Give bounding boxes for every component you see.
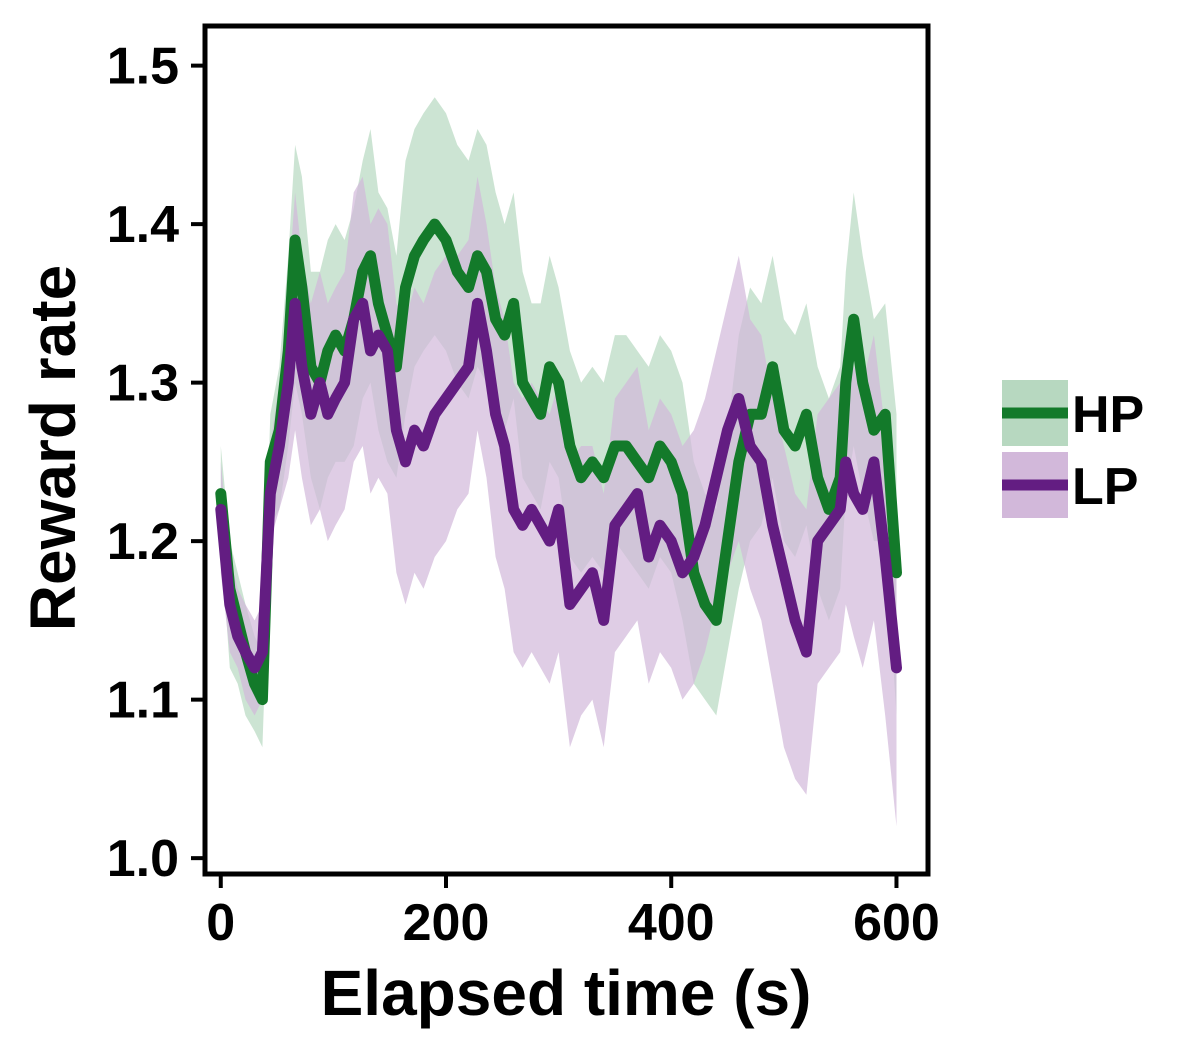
legend-label: HP (1072, 386, 1144, 444)
x-axis-label: Elapsed time (s) (321, 957, 812, 1029)
legend-item-hp: HP (1002, 380, 1144, 446)
y-tick-label: 1.5 (107, 38, 179, 96)
y-axis-label: Reward rate (17, 265, 89, 631)
x-tick-label: 600 (853, 894, 940, 952)
series-line-lp (215, 297, 902, 674)
y-tick-label: 1.4 (107, 196, 179, 254)
y-tick-label: 1.3 (107, 355, 179, 413)
y-tick-label: 1.0 (107, 830, 179, 888)
series-lines (215, 218, 902, 706)
x-tick-label: 400 (628, 894, 715, 952)
y-axis: 1.0 1.1 1.2 1.3 1.4 1.5 (107, 38, 205, 888)
series-line-hp (215, 218, 902, 706)
legend-item-lp: LP (1002, 452, 1138, 518)
legend: HP LP (1002, 380, 1144, 518)
confidence-bands (220, 97, 897, 827)
x-axis: 0 200 400 600 (206, 874, 940, 952)
y-tick-label: 1.2 (107, 513, 179, 571)
plot-frame (202, 23, 931, 877)
x-tick-label: 0 (206, 894, 235, 952)
y-tick-label: 1.1 (107, 672, 179, 730)
legend-label: LP (1072, 458, 1138, 516)
x-tick-label: 200 (403, 894, 490, 952)
